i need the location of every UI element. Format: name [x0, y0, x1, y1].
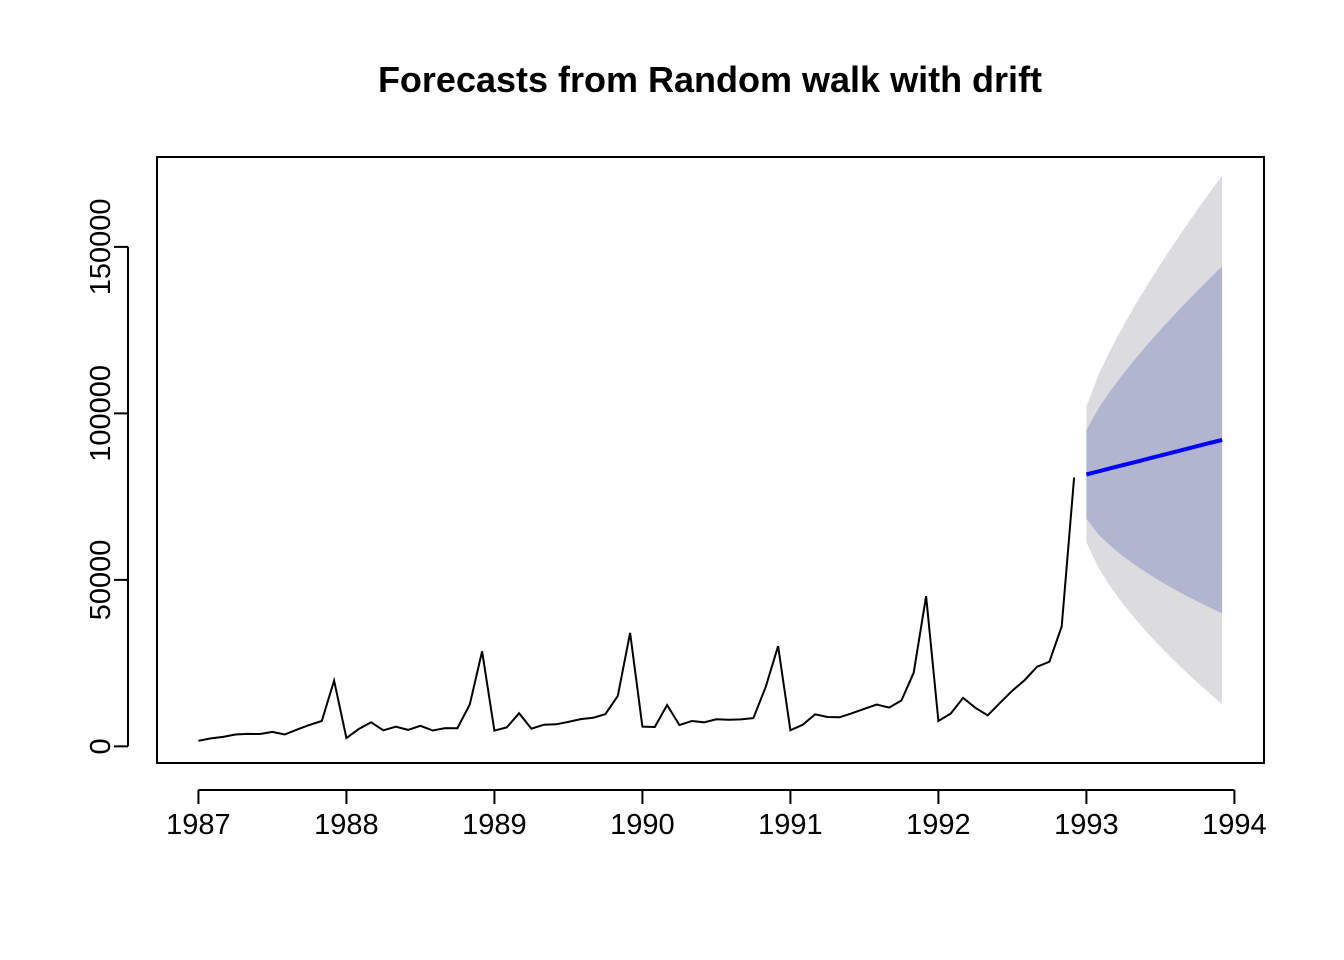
x-tick-label: 1988: [314, 809, 379, 841]
plot-frame: [156, 156, 1265, 764]
x-tick-label: 1993: [1054, 809, 1119, 841]
x-tick-label: 1992: [906, 809, 971, 841]
y-tick-label: 0: [85, 738, 117, 754]
band-80-area: [1086, 266, 1223, 614]
history-series-line: [198, 477, 1076, 742]
chart-title: Forecasts from Random walk with drift: [378, 59, 1042, 100]
y-tick-label: 50000: [85, 540, 117, 621]
forecast-line-path: [1085, 437, 1223, 477]
y-axis: 0 50000 100000 150000: [85, 199, 129, 754]
prediction-band-80: [1086, 266, 1223, 614]
x-tick-label: 1989: [462, 809, 527, 841]
x-tick-label: 1987: [166, 809, 231, 841]
history-line-path: [198, 477, 1076, 742]
x-tick-label: 1991: [758, 809, 823, 841]
x-tick-label: 1994: [1202, 809, 1267, 841]
y-tick-label: 100000: [85, 365, 117, 462]
forecast-mean-line: [1085, 437, 1223, 477]
y-tick-label: 150000: [85, 199, 117, 296]
x-axis: 1987 1988 1989 1990 1991 1992 1993 1994: [166, 789, 1267, 841]
x-tick-label: 1990: [610, 809, 675, 841]
